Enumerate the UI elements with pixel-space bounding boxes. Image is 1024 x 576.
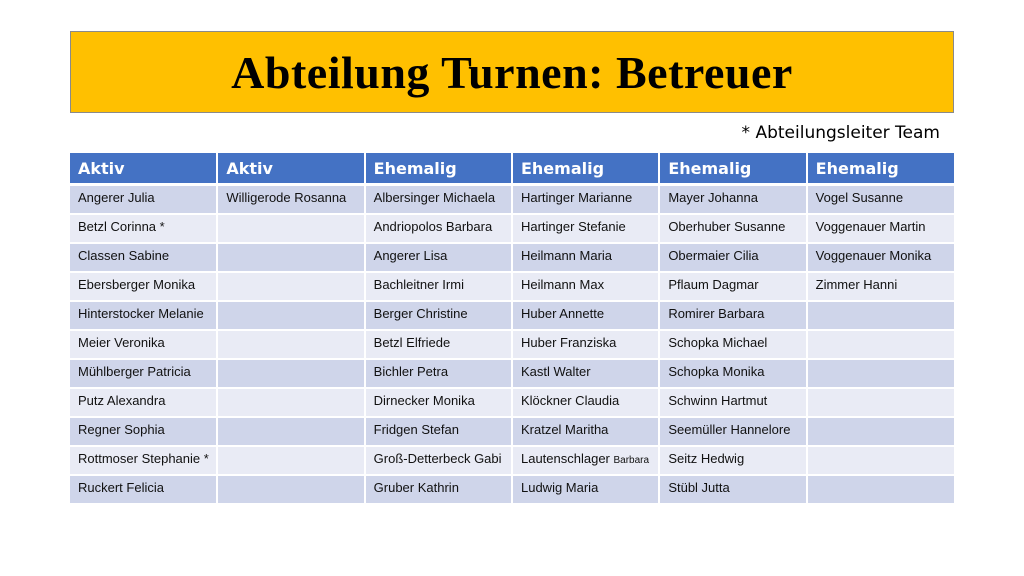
table-cell [217,213,366,244]
table-cell: Kastl Walter [511,358,661,389]
column-header: Ehemalig [659,153,808,186]
table-cell [806,416,954,447]
table-row: Hinterstocker Melanie Berger Christine Hub… [70,300,954,331]
table-cell: Pflaum Dagmar [659,271,808,302]
table-cell: Hinterstocker Melanie [70,300,219,331]
table-cell: Bichler Petra [364,358,513,389]
table-cell: Berger Christine [364,300,513,331]
table-cell: Oberhuber Susanne [659,213,808,244]
table-cell [217,329,366,360]
table-cell [217,242,366,273]
table-row: Ebersberger Monika Bachleitner Irmi Heilma… [70,271,954,302]
table-cell: Schopka Michael [659,329,808,360]
table-cell: Willigerode Rosanna [217,184,366,215]
table-row: Mühlberger Patricia Bichler Petra Kastl Wa… [70,358,954,389]
cell-text-small: Barbara [613,454,650,466]
supervisor-table: Aktiv Aktiv Ehemalig Ehemalig Ehemalig Ehemal… [70,153,954,505]
table-cell: Heilmann Max [511,271,661,302]
table-cell [217,387,366,418]
table-cell: Hartinger Stefanie [511,213,661,244]
table-cell: Albersinger Michaela [364,184,513,215]
table-cell [217,416,366,447]
table-cell: Huber Franziska [511,329,661,360]
table-cell [217,474,366,505]
table-row: Putz Alexandra Dirnecker Monika Klöckner C… [70,387,954,418]
table-cell: Mühlberger Patricia [70,358,219,389]
table-cell: Gruber Kathrin [364,474,513,505]
table-cell: Betzl Corinna * [70,213,219,244]
column-header: Aktiv [70,153,219,186]
table-cell: Mayer Johanna [659,184,808,215]
table-cell: Putz Alexandra [70,387,219,418]
table-cell: Ebersberger Monika [70,271,219,302]
table-cell: Andriopolos Barbara [364,213,513,244]
table-cell: Romirer Barbara [659,300,808,331]
table-cell: Ludwig Maria [511,474,661,505]
table-cell: Schwinn Hartmut [659,387,808,418]
page-title: Abteilung Turnen: Betreuer [231,46,793,98]
table-cell: Seemüller Hannelore [659,416,808,447]
table-cell: Groß-Detterbeck Gabi [364,445,513,476]
table-cell [217,271,366,302]
column-header: Ehemalig [511,153,661,186]
table-cell: Bachleitner Irmi [364,271,513,302]
table-cell: Huber Annette [511,300,661,331]
table-cell [806,300,954,331]
table-cell: Fridgen Stefan [364,416,513,447]
legend-note: * Abteilungsleiter Team [741,123,940,143]
table-cell: Ruckert Felicia [70,474,219,505]
table-cell: Rottmoser Stephanie * [70,445,219,476]
table-cell [217,300,366,331]
table-cell: Obermaier Cilia [659,242,808,273]
table-cell [217,445,366,476]
table-row: Rottmoser Stephanie * Groß-Detterbeck Gab… [70,445,954,476]
table-cell [806,474,954,505]
table-cell: Stübl Jutta [659,474,808,505]
table-cell [806,445,954,476]
table-row: Ruckert Felicia Gruber Kathrin Ludwig Mari… [70,474,954,505]
table-cell: Klöckner Claudia [511,387,661,418]
table-cell: Meier Veronika [70,329,219,360]
title-banner: Abteilung Turnen: Betreuer [70,31,954,113]
table-cell: Classen Sabine [70,242,219,273]
table-cell: Seitz Hedwig [659,445,808,476]
column-header: Ehemalig [806,153,954,186]
table-row: Classen Sabine Angerer Lisa Heilmann Maria… [70,242,954,273]
table-cell: Vogel Susanne [806,184,954,215]
table-row: Meier Veronika Betzl Elfriede Huber Franzi… [70,329,954,360]
table-header-row: Aktiv Aktiv Ehemalig Ehemalig Ehemalig Ehemal… [70,153,954,186]
table-cell: Heilmann Maria [511,242,661,273]
cell-text: Lautenschlager [520,450,614,466]
table-row: Angerer Julia Willigerode Rosanna Albersin… [70,184,954,215]
table-cell: Hartinger Marianne [511,184,661,215]
table-cell: Dirnecker Monika [364,387,513,418]
table-cell [217,358,366,389]
table-cell: Angerer Lisa [364,242,513,273]
table-cell: Zimmer Hanni [806,271,954,302]
table-cell: Schopka Monika [659,358,808,389]
table-cell: Regner Sophia [70,416,219,447]
column-header: Ehemalig [364,153,513,186]
column-header: Aktiv [217,153,366,186]
table-cell: Voggenauer Monika [806,242,954,273]
table-row: Betzl Corinna * Andriopolos Barbara Hartin… [70,213,954,244]
table-cell: Betzl Elfriede [364,329,513,360]
table-cell: Lautenschlager Barbara [511,445,661,476]
table-cell [806,329,954,360]
table-cell: Angerer Julia [70,184,219,215]
table-cell [806,358,954,389]
table-row: Regner Sophia Fridgen Stefan Kratzel Marit… [70,416,954,447]
table-cell: Voggenauer Martin [806,213,954,244]
table-cell: Kratzel Maritha [511,416,661,447]
table-cell [806,387,954,418]
